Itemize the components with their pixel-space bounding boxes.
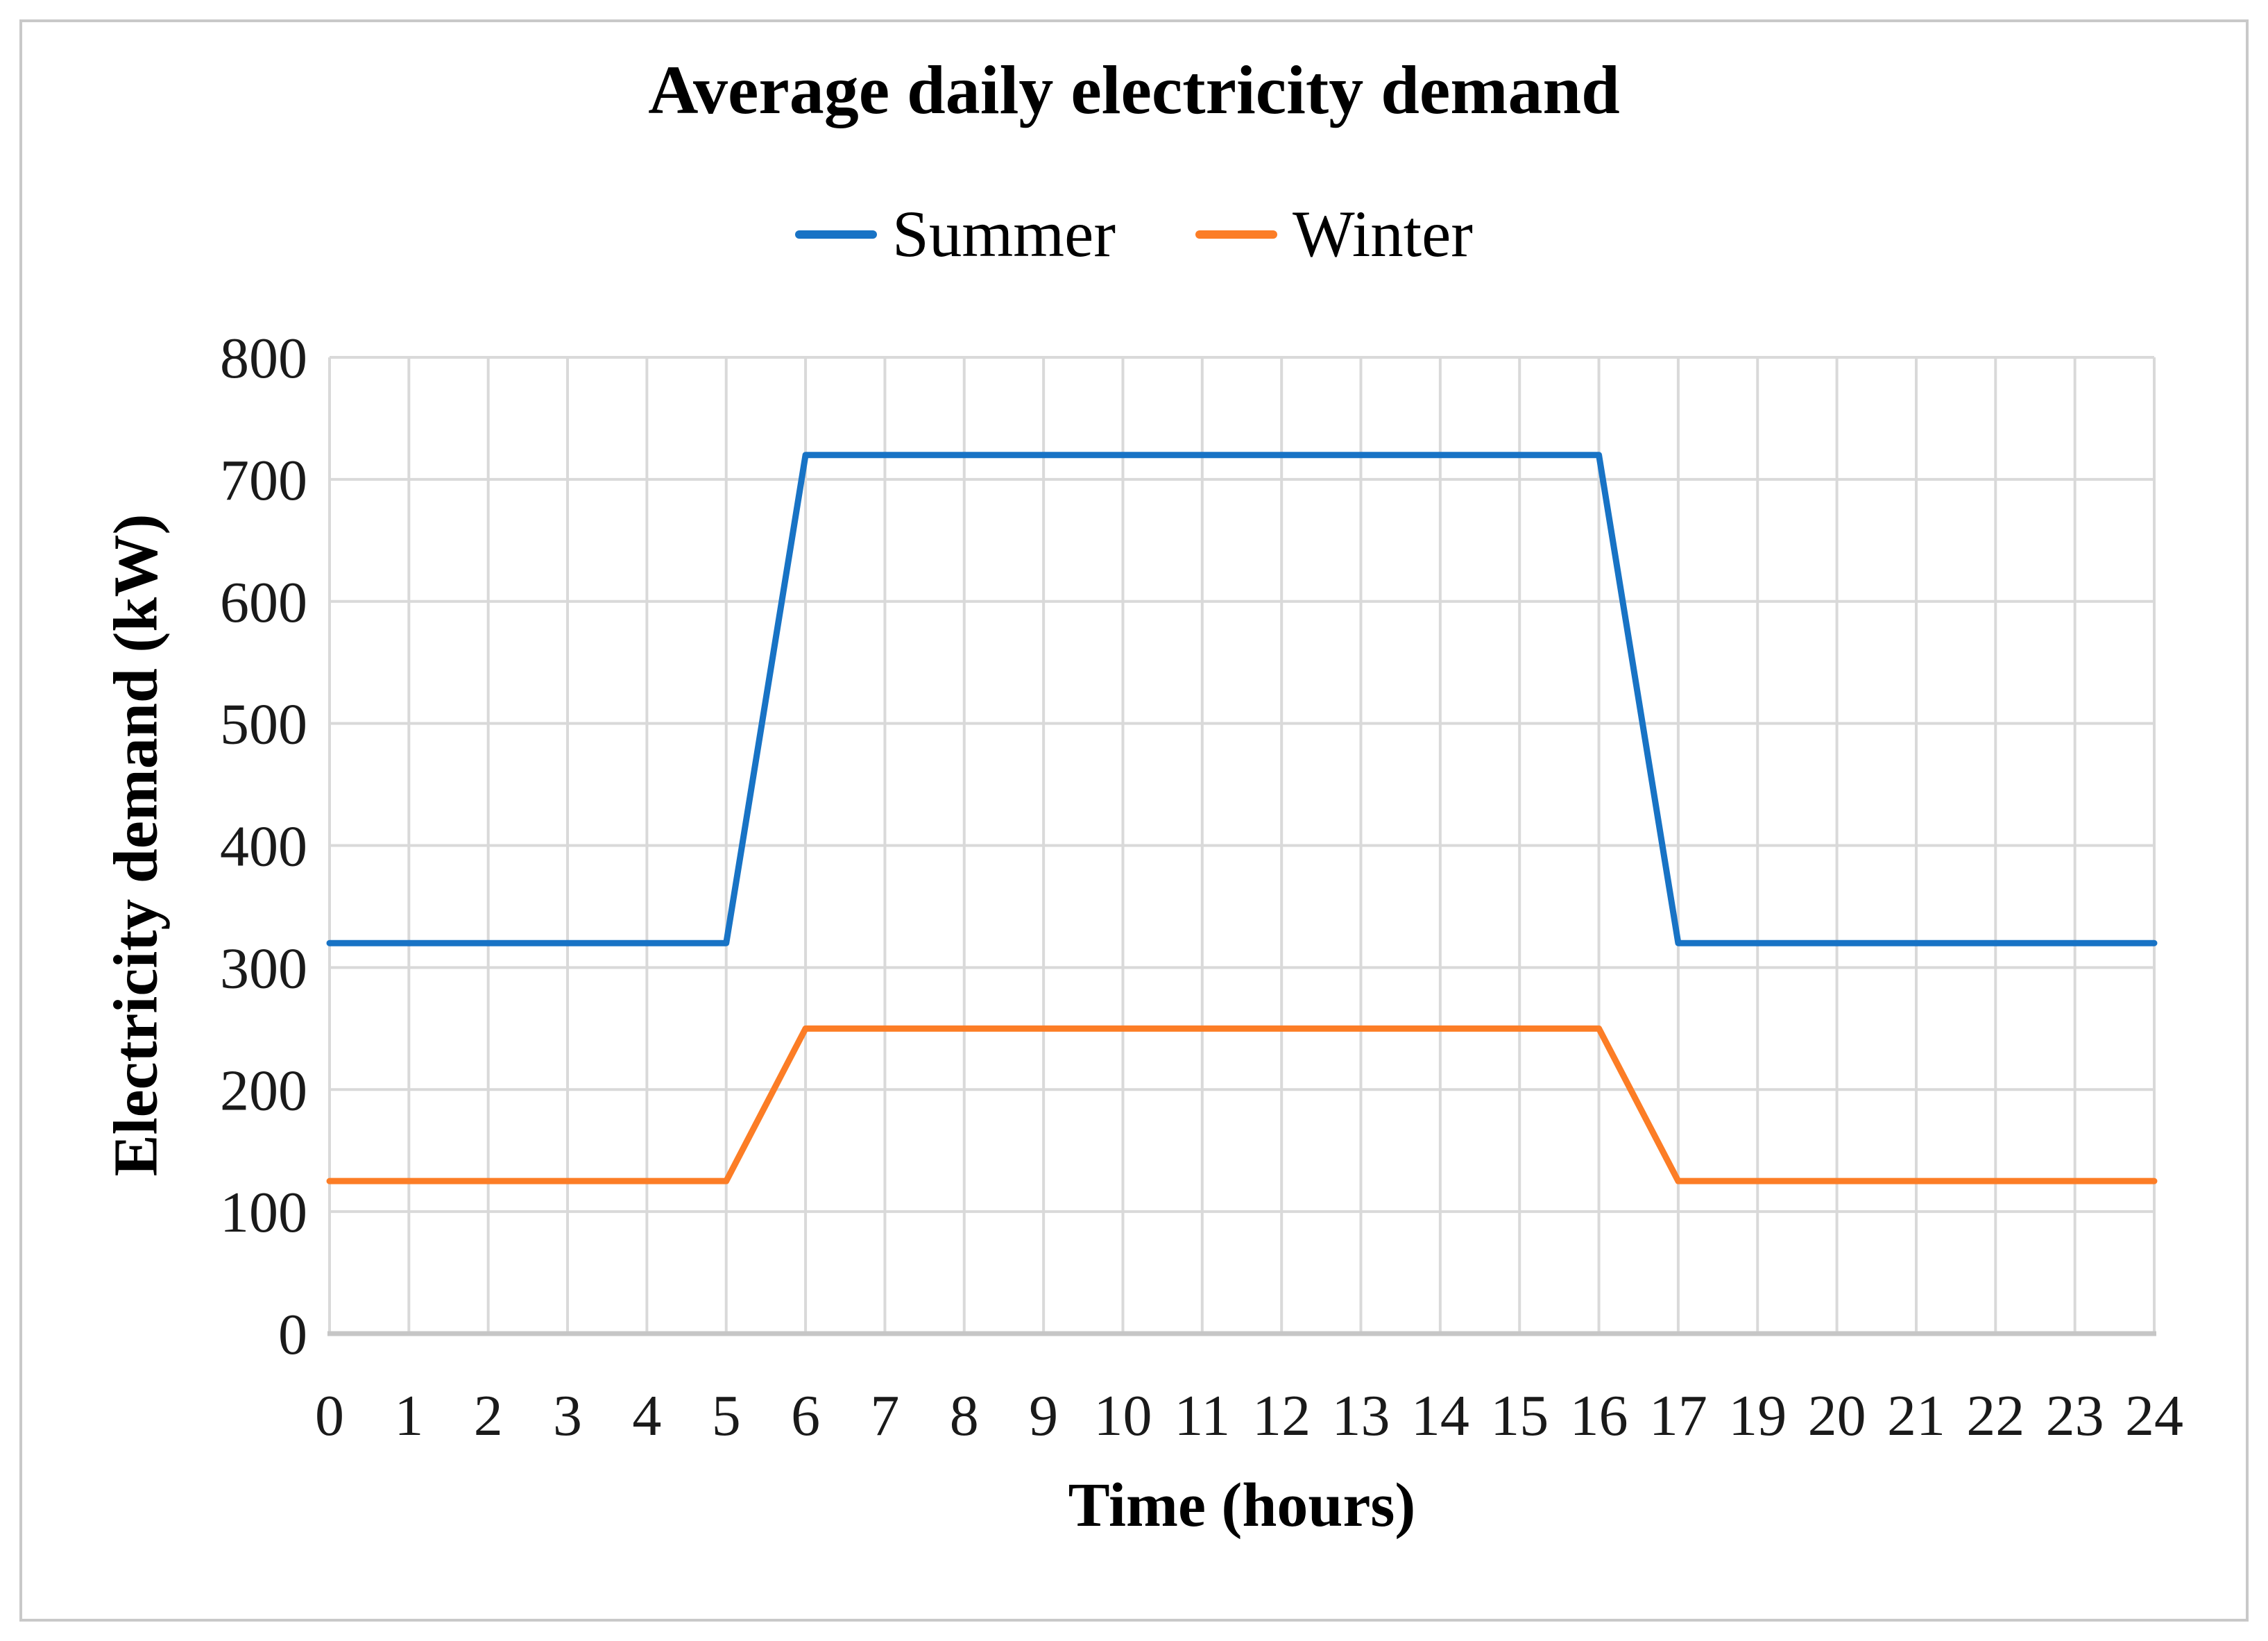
chart-title: Average daily electricity demand <box>648 51 1620 128</box>
x-tick-label: 20 <box>1808 1384 1866 1448</box>
x-tick-label: 7 <box>870 1384 899 1448</box>
x-tick-label: 13 <box>1332 1384 1390 1448</box>
y-tick-label: 0 <box>278 1302 307 1367</box>
legend-label-summer: Summer <box>892 197 1116 271</box>
x-axis-title: Time (hours) <box>1068 1471 1416 1540</box>
x-tick-label: 10 <box>1093 1384 1152 1448</box>
y-tick-label: 200 <box>220 1058 307 1123</box>
horizontal-gridlines <box>330 356 2154 1214</box>
x-tick-label: 14 <box>1411 1384 1469 1448</box>
x-tick-label: 0 <box>315 1384 344 1448</box>
legend-label-winter: Winter <box>1292 197 1473 271</box>
x-tick-label: 24 <box>2125 1384 2183 1448</box>
winter-series-line <box>326 1025 2158 1184</box>
y-tick-label: 300 <box>220 936 307 1001</box>
legend: Summer Winter <box>0 187 2268 281</box>
x-tick-label: 1 <box>394 1384 423 1448</box>
x-tick-label: 8 <box>950 1384 979 1448</box>
x-tick-label: 9 <box>1029 1384 1058 1448</box>
y-tick-label: 500 <box>220 692 307 757</box>
x-tick-labels: 0 1 2 3 4 5 6 7 8 9 10 11 12 13 14 15 16 17 19 20 21 22 23 24 <box>315 1384 2183 1448</box>
x-tick-label: 17 <box>1649 1384 1707 1448</box>
legend-item-summer: Summer <box>795 201 1116 267</box>
y-tick-label: 700 <box>220 448 307 513</box>
x-tick-label: 6 <box>791 1384 820 1448</box>
x-tick-label: 11 <box>1174 1384 1230 1448</box>
x-tick-label: 15 <box>1490 1384 1549 1448</box>
x-tick-label: 4 <box>632 1384 661 1448</box>
x-tick-label: 5 <box>712 1384 741 1448</box>
x-tick-label: 16 <box>1570 1384 1628 1448</box>
y-tick-label: 400 <box>220 815 307 879</box>
y-axis-title: Electricity demand (kW) <box>101 513 171 1177</box>
winter-line-swatch-icon <box>1195 230 1277 239</box>
x-tick-label: 23 <box>2046 1384 2104 1448</box>
x-tick-label: 3 <box>553 1384 582 1448</box>
y-tick-labels: 0 100 200 300 400 500 600 700 800 <box>220 326 307 1367</box>
x-tick-label: 22 <box>1966 1384 2024 1448</box>
x-tick-label: 12 <box>1252 1384 1311 1448</box>
legend-item-winter: Winter <box>1195 201 1473 267</box>
x-tick-label: 21 <box>1887 1384 1945 1448</box>
x-tick-label: 2 <box>474 1384 503 1448</box>
y-tick-label: 100 <box>220 1180 307 1245</box>
x-tick-label: 19 <box>1728 1384 1787 1448</box>
summer-line-swatch-icon <box>795 230 878 239</box>
y-tick-label: 600 <box>220 570 307 635</box>
summer-series-line <box>326 452 2158 946</box>
y-tick-label: 800 <box>220 326 307 391</box>
